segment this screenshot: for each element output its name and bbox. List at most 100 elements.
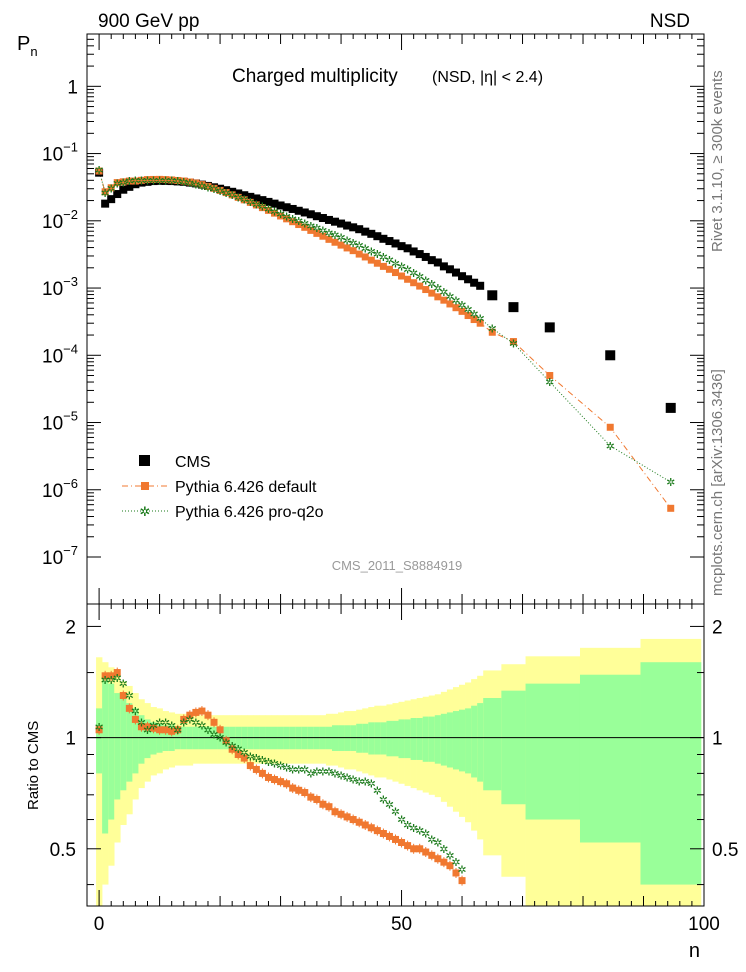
pythia-default-point bbox=[258, 204, 266, 212]
cms-point bbox=[379, 234, 388, 243]
pythia-proq2o-point: ✲ bbox=[161, 175, 170, 187]
ratio-pythia-proq2o-point: ✲ bbox=[355, 777, 364, 789]
pythia-proq2o-point: ✲ bbox=[421, 275, 430, 287]
ratio-pythia-proq2o-point: ✲ bbox=[421, 828, 430, 840]
pythia-proq2o-point: ✲ bbox=[476, 314, 485, 326]
pythia-proq2o-point: ✲ bbox=[113, 178, 122, 190]
stat-uncertainty-band bbox=[156, 723, 163, 753]
stat-uncertainty-band bbox=[368, 722, 375, 755]
ratio-pythia-default-point bbox=[150, 724, 158, 732]
ratio-pythia-proq2o-point: ✲ bbox=[385, 799, 394, 811]
ratio-pythia-proq2o-point: ✲ bbox=[312, 766, 321, 778]
ratio-pythia-default-point bbox=[289, 784, 297, 792]
cms-point bbox=[258, 196, 267, 205]
legend-marker-cms bbox=[139, 455, 150, 466]
pythia-proq2o-point: ✲ bbox=[470, 309, 479, 321]
ratio-pythia-proq2o-point: ✲ bbox=[258, 755, 267, 767]
ratio-pythia-default-point bbox=[198, 707, 206, 715]
pythia-default-point bbox=[410, 279, 418, 287]
pythia-default-point bbox=[349, 247, 357, 255]
pythia-default-point bbox=[119, 178, 127, 186]
ratio-pythia-proq2o-point: ✲ bbox=[246, 751, 255, 763]
stat-uncertainty-band bbox=[579, 674, 641, 843]
ratio-pythia-default-point bbox=[349, 816, 357, 824]
pythia-default-point bbox=[210, 184, 218, 192]
pythia-proq2o-point: ✲ bbox=[488, 324, 497, 336]
ratio-pythia-default-point bbox=[446, 862, 454, 870]
ratio-pythia-default-point bbox=[228, 745, 236, 753]
pythia-proq2o-point: ✲ bbox=[427, 279, 436, 291]
cms-point bbox=[397, 242, 406, 251]
pythia-proq2o-point: ✲ bbox=[312, 223, 321, 235]
ratio-pythia-proq2o-point: ✲ bbox=[131, 706, 140, 718]
ratio-pythia-default-point bbox=[180, 715, 188, 723]
ratio-pythia-proq2o-point: ✲ bbox=[101, 675, 110, 687]
ratio-pythia-proq2o-point: ✲ bbox=[373, 785, 382, 797]
cms-point bbox=[458, 272, 467, 281]
pythia-proq2o-point: ✲ bbox=[246, 197, 255, 209]
pythia-proq2o-point: ✲ bbox=[361, 243, 370, 255]
stat-uncertainty-band bbox=[344, 725, 351, 751]
pythia-default-point bbox=[186, 178, 194, 186]
ratio-pythia-proq2o-point: ✲ bbox=[185, 714, 194, 726]
cms-point bbox=[324, 215, 333, 224]
ratio-pythia-default-point bbox=[373, 827, 381, 835]
pythia-default-point bbox=[289, 218, 297, 226]
ratio-pythia-default-point bbox=[277, 778, 285, 786]
ratio-pythia-proq2o-point: ✲ bbox=[379, 794, 388, 806]
pythia-default-point bbox=[446, 300, 454, 308]
pythia-default-point bbox=[416, 282, 424, 290]
pythia-proq2o-point: ✲ bbox=[270, 207, 279, 219]
ratio-pythia-default-point bbox=[355, 818, 363, 826]
y-tick-label: 10−3 bbox=[42, 274, 78, 300]
cms-point bbox=[318, 214, 327, 223]
pythia-proq2o-point: ✲ bbox=[137, 176, 146, 188]
stat-uncertainty-band bbox=[380, 722, 387, 755]
pythia-proq2o-point: ✲ bbox=[143, 176, 152, 188]
pythia-default-point bbox=[252, 201, 260, 209]
stat-uncertainty-band bbox=[477, 703, 484, 782]
pythia-default-point bbox=[101, 188, 109, 196]
ratio-y-axis-label: Ratio to CMS bbox=[25, 721, 42, 810]
cms-point bbox=[282, 203, 291, 212]
cms-point bbox=[464, 275, 473, 284]
pythia-proq2o-point: ✲ bbox=[173, 176, 182, 188]
cms-point bbox=[337, 219, 346, 228]
cms-point bbox=[306, 210, 315, 219]
ratio-pythia-default-point bbox=[240, 754, 248, 762]
ratio-pythia-proq2o-point: ✲ bbox=[173, 725, 182, 737]
pythia-proq2o-point: ✲ bbox=[391, 259, 400, 271]
pythia-proq2o-point: ✲ bbox=[107, 184, 116, 196]
ratio-pythia-proq2o-point: ✲ bbox=[179, 717, 188, 729]
legend-label-pythia-proq2o: Pythia 6.426 pro-q2o bbox=[175, 504, 324, 521]
cms-point bbox=[409, 247, 418, 256]
main-subtitle: (NSD, |η| < 2.4) bbox=[432, 69, 543, 86]
ratio-pythia-proq2o-point: ✲ bbox=[234, 744, 243, 756]
cms-point bbox=[544, 322, 555, 333]
pythia-default-point bbox=[325, 235, 333, 243]
pythia-default-point bbox=[319, 232, 327, 240]
ratio-y-tick-label-right: 0.5 bbox=[712, 840, 738, 861]
pythia-proq2o-point: ✲ bbox=[355, 240, 364, 252]
pythia-default-point bbox=[143, 176, 151, 184]
pythia-default-point bbox=[131, 177, 139, 185]
stat-uncertainty-band bbox=[434, 715, 442, 764]
pythia-proq2o-point: ✲ bbox=[149, 176, 158, 188]
cms-point bbox=[470, 278, 479, 287]
ratio-pythia-default-point bbox=[204, 711, 212, 719]
ratio-pythia-proq2o-point: ✲ bbox=[191, 717, 200, 729]
ratio-pythia-default-point bbox=[337, 810, 345, 818]
watermark: CMS_2011_S8884919 bbox=[332, 558, 463, 573]
ratio-pythia-default-point bbox=[125, 704, 133, 712]
ratio-pythia-proq2o-point: ✲ bbox=[445, 850, 454, 862]
pythia-proq2o-point: ✲ bbox=[415, 272, 424, 284]
pythia-proq2o-point: ✲ bbox=[373, 249, 382, 261]
cms-point bbox=[343, 221, 352, 230]
pythia-proq2o-point: ✲ bbox=[228, 190, 237, 202]
ratio-pythia-default-point bbox=[210, 718, 218, 726]
ratio-pythia-proq2o-point: ✲ bbox=[415, 826, 424, 838]
ratio-pythia-default-point bbox=[452, 869, 460, 877]
pythia-proq2o-point: ✲ bbox=[457, 300, 466, 312]
ratio-pythia-default-point bbox=[95, 726, 103, 734]
ratio-pythia-proq2o-point: ✲ bbox=[367, 779, 376, 791]
